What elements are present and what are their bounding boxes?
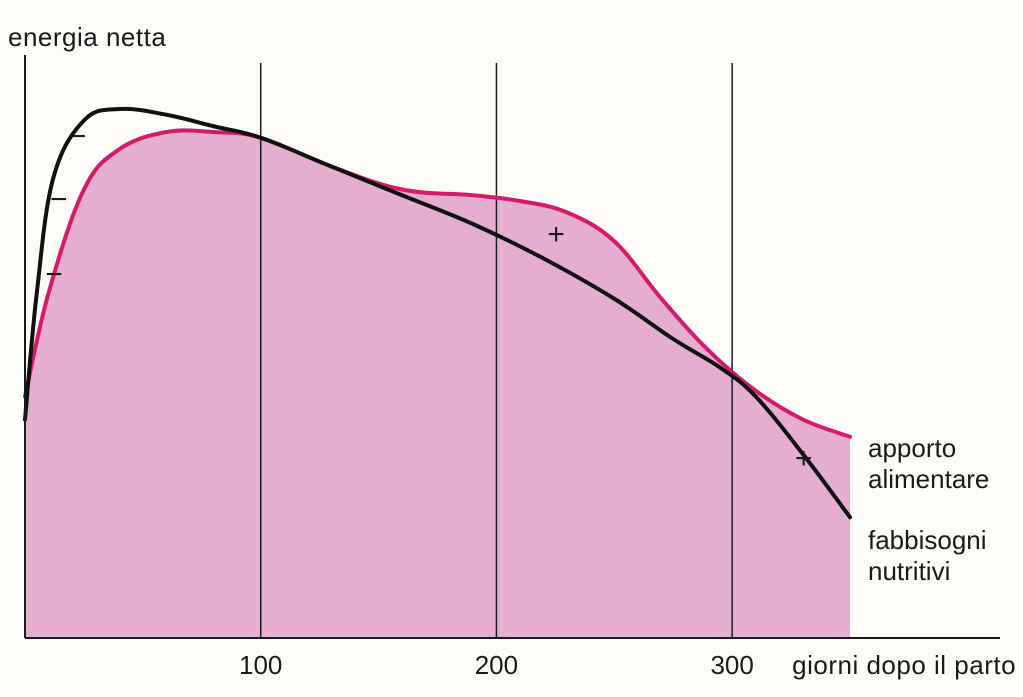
series-label-apporto-alimentare: apportoalimentare	[868, 433, 989, 495]
x-tick-label: 100	[239, 650, 282, 681]
minus-annotation: −	[45, 258, 63, 292]
x-tick-label: 300	[710, 650, 753, 681]
plus-annotation: +	[795, 442, 813, 476]
series-label-fabbisogni-nutritivi: fabbisogninutritivi	[868, 525, 987, 587]
energy-chart: energia netta giorni dopo il parto 100 20…	[0, 0, 1023, 697]
chart-svg	[0, 0, 1023, 697]
x-tick-label: 200	[475, 650, 518, 681]
y-axis-label: energia netta	[8, 22, 166, 53]
plus-annotation: +	[547, 218, 565, 252]
x-axis-label: giorni dopo il parto	[792, 650, 1016, 681]
minus-annotation: −	[50, 183, 68, 217]
minus-annotation: −	[69, 120, 87, 154]
